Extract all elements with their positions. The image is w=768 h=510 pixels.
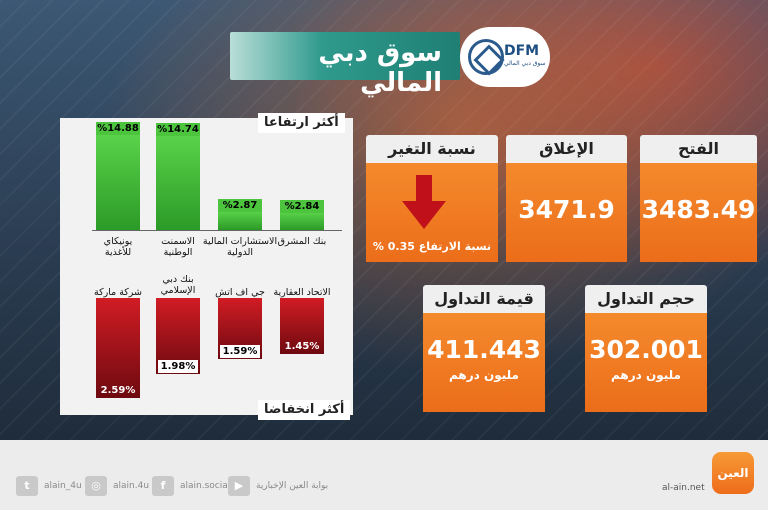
gainer-name-2: للأغذية: [104, 247, 132, 258]
loser-name: جي اف اتش: [215, 287, 265, 298]
loser-name: شركة ماركة: [93, 287, 143, 298]
site-url: al-ain.net: [662, 483, 705, 493]
loser-pct: 1.98%: [158, 360, 198, 374]
change-text: % 0.35 نسبة الارتفاع: [372, 240, 492, 253]
loser-bar: [96, 298, 140, 398]
dfm-emblem-icon: [468, 39, 504, 75]
facebook-icon: f: [152, 476, 174, 496]
down-arrow-icon: [402, 175, 446, 229]
gainer-name: بنك المشرق: [277, 236, 327, 247]
gainers-title: أكثر ارتفاعا: [258, 113, 345, 133]
turnover-box: 411.443 مليون درهم: [423, 313, 545, 412]
twitter-icon: t: [16, 476, 38, 496]
gainer-bar: [96, 134, 140, 230]
loser-pct: 1.59%: [220, 345, 260, 359]
loser-pct: 1.45%: [284, 340, 320, 352]
volume-unit: مليون درهم: [611, 368, 681, 382]
instagram-icon: ◎: [85, 476, 107, 496]
gainer-bar: [218, 211, 262, 230]
gainer-name-2: الدولية: [227, 247, 253, 258]
loser-name: بنك دبي: [162, 274, 194, 285]
turnover-unit: مليون درهم: [449, 368, 519, 382]
gainer-name: يونيكاي: [103, 236, 133, 247]
open-value: 3483.49: [641, 195, 756, 224]
gainer-pct: %2.87: [218, 199, 262, 213]
gainer-bar: [156, 134, 200, 230]
loser-bar: [280, 298, 324, 354]
gainer-pct: %14.74: [156, 122, 200, 136]
gainer-name-2: الوطنية: [163, 247, 193, 258]
volume-label: حجم التداول: [585, 285, 707, 313]
close-value: 3471.9: [518, 195, 615, 224]
volume-value: 302.001: [589, 335, 703, 364]
open-box: 3483.49: [640, 163, 757, 262]
facebook-handle: alain.social: [180, 481, 231, 491]
gainer-name: الاستشارات المالية: [202, 236, 278, 247]
open-label: الفتح: [640, 135, 757, 163]
youtube-handle: بوابة العين الإخبارية: [256, 481, 329, 491]
gainer-name: الاسمنت: [161, 236, 195, 247]
gainer-pct: %2.84: [280, 199, 324, 213]
volume-box: 302.001 مليون درهم: [585, 313, 707, 412]
loser-pct: 2.59%: [100, 385, 136, 396]
youtube-icon: ▶: [228, 476, 250, 496]
title-banner: سوق دبي المالي: [230, 32, 460, 98]
loser-name-2: الإسلامي: [160, 285, 196, 296]
close-box: 3471.9: [506, 163, 627, 262]
twitter-link[interactable]: t alain_4u: [16, 476, 82, 496]
logo-abbr: DFM: [504, 43, 540, 59]
instagram-handle: alain.4u: [113, 481, 150, 491]
losers-title: أكثر انخفاضا: [258, 400, 351, 420]
loser-name: الاتحاد العقارية: [273, 287, 331, 298]
logo-sub: سوق دبي المالي: [504, 60, 546, 67]
twitter-handle: alain_4u: [44, 481, 82, 491]
gainer-bar: [280, 211, 324, 230]
gainers-baseline: [92, 230, 342, 231]
brand-logo: العين: [712, 452, 754, 494]
turnover-label: قيمة التداول: [423, 285, 545, 313]
facebook-link[interactable]: f alain.social: [152, 476, 230, 496]
change-label: نسبة التغير: [366, 135, 498, 163]
dfm-logo: DFM سوق دبي المالي: [460, 27, 550, 87]
instagram-link[interactable]: ◎ alain.4u: [85, 476, 149, 496]
page-title: سوق دبي المالي: [318, 38, 442, 98]
close-label: الإغلاق: [506, 135, 627, 163]
gainer-pct: %14.88: [96, 122, 140, 135]
footer: [0, 440, 768, 510]
turnover-value: 411.443: [427, 335, 541, 364]
youtube-link[interactable]: ▶ بوابة العين الإخبارية: [228, 476, 328, 496]
